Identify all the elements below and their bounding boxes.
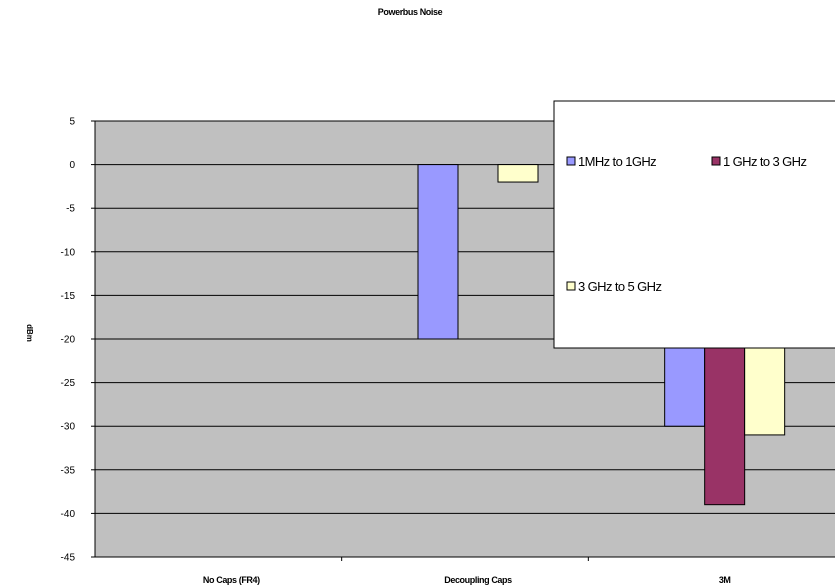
y-tick-label: -25	[61, 378, 76, 389]
y-tick-label: -15	[61, 291, 76, 302]
y-tick-label: -5	[66, 204, 75, 215]
legend-label: 1MHz to 1GHz	[578, 154, 656, 169]
axes	[91, 120, 835, 561]
legend-swatch	[711, 156, 721, 166]
y-tick-label: 0	[69, 160, 75, 171]
category-label: 3M	[719, 575, 731, 585]
y-tick-label: -30	[61, 422, 76, 433]
bar	[417, 164, 459, 340]
y-tick-label: -40	[61, 509, 76, 520]
chart-title: Powerbus Noise	[378, 7, 443, 17]
legend-label: 3 GHz to 5 GHz	[578, 279, 661, 294]
legend-box	[553, 100, 835, 349]
legend-swatch	[566, 281, 576, 291]
legend-swatch	[566, 156, 576, 166]
category-label: No Caps (FR4)	[203, 575, 260, 585]
y-axis-label: dBm	[25, 324, 34, 342]
y-tick-labels: 5 0 -5 -10 -15 -20 -25 -30 -35 -40 -45	[61, 117, 76, 564]
y-tick-label: -45	[61, 553, 76, 564]
legend-label: 1 GHz to 3 GHz	[723, 154, 806, 169]
y-tick-label: -35	[61, 465, 76, 476]
y-tick-label: 5	[69, 117, 75, 128]
legend: 1MHz to 1GHz 1 GHz to 3 GHz 3 GHz to 5 GHz	[553, 100, 835, 349]
category-label: Decoupling Caps	[444, 575, 512, 585]
bar	[497, 164, 539, 183]
x-category-labels: No Caps (FR4) Decoupling Caps 3M	[203, 575, 731, 585]
y-tick-label: -10	[61, 247, 76, 258]
y-tick-label: -20	[61, 335, 76, 346]
